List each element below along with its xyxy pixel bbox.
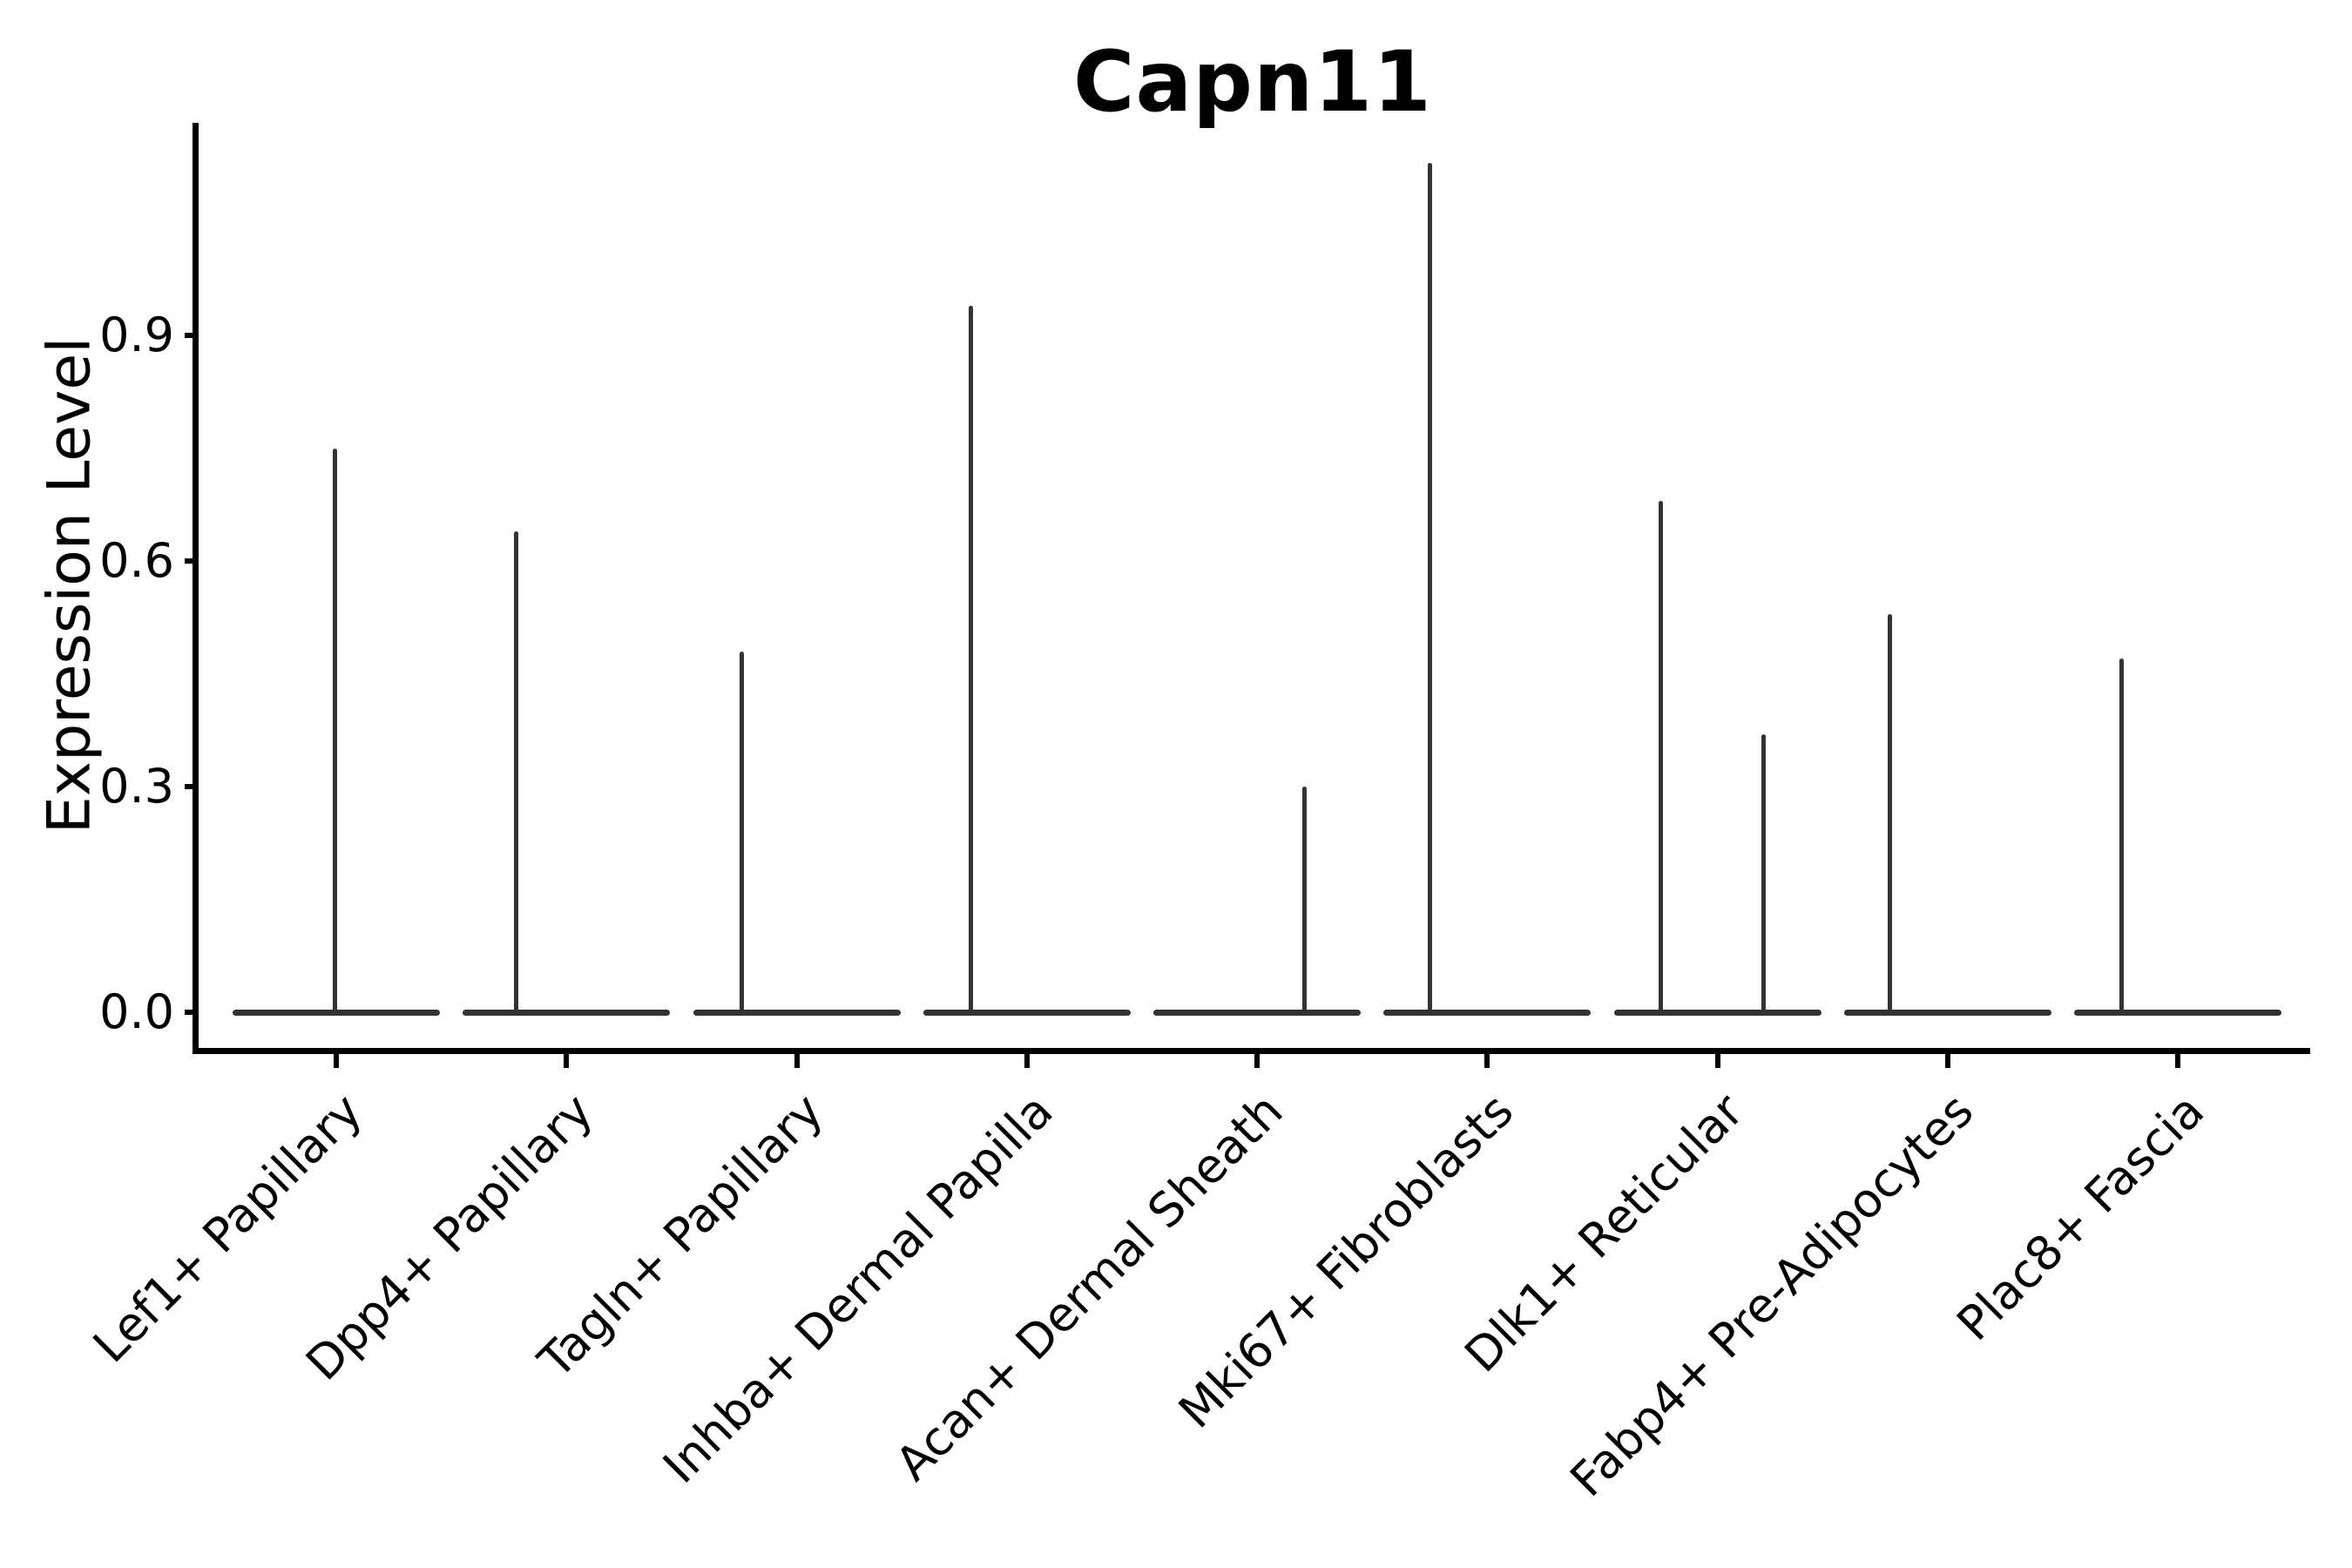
y-tick-label: 0.9 [99,308,174,363]
x-tick-mark [1944,1054,1950,1068]
x-tick-mark [1024,1054,1030,1068]
y-tick-label: 0.0 [99,984,174,1039]
violin-spike [332,448,337,1015]
violin-spike [1427,162,1432,1015]
x-tick-mark [334,1054,339,1068]
violin-base [1383,1009,1592,1016]
x-tick-mark [1254,1054,1260,1068]
violin-spike [513,531,518,1015]
violin-base [693,1009,901,1016]
y-tick-mark [185,558,199,564]
chart-title: Capn11 [1073,33,1432,131]
x-tick-label: Inhba+ Dermal Papilla [652,1083,1064,1494]
violin-spike [1659,501,1663,1015]
y-axis-label: Expression Level [35,336,105,835]
violin-base [463,1009,671,1016]
y-tick-label: 0.3 [99,759,174,814]
violin-spike [1888,613,1893,1015]
violin-base [2074,1009,2281,1016]
x-tick-label: Plac8+ Fascia [1946,1083,2214,1352]
violin-base [1153,1009,1361,1016]
violin-spike [740,651,744,1015]
x-tick-label: Fabp4+ Pre-Adipocytes [1559,1083,1984,1508]
violin-spike [969,305,974,1015]
violin-spike [1761,733,1766,1015]
violin-spike [1301,787,1307,1015]
violin-base [1613,1009,1821,1016]
violin-spike [2119,659,2124,1015]
y-tick-mark [185,784,199,790]
y-tick-mark [185,1010,199,1015]
x-tick-label: Acan+ Dermal Sheath [885,1083,1294,1491]
violin-base [1843,1009,2051,1016]
y-tick-label: 0.6 [99,533,174,589]
violin-base [923,1009,1131,1016]
x-tick-mark [564,1054,570,1068]
y-tick-mark [185,333,199,339]
x-axis-spine [193,1048,2310,1054]
x-tick-mark [1484,1054,1490,1068]
x-tick-mark [1714,1054,1720,1068]
y-axis-spine [193,123,199,1054]
x-tick-mark [794,1054,800,1068]
x-tick-mark [2175,1054,2180,1068]
